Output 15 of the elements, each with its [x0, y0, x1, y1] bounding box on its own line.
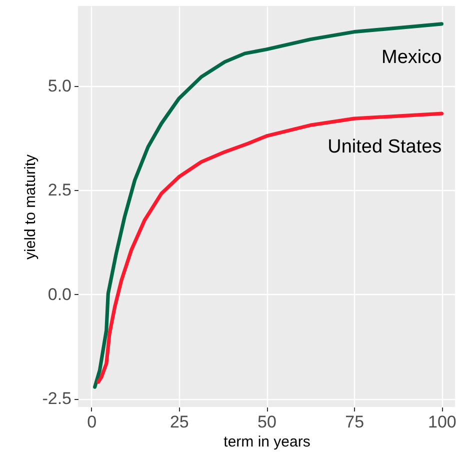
x-tick-label: 50 — [258, 412, 276, 432]
x-axis-title: term in years — [224, 434, 310, 450]
y-axis-title: yield to maturity — [22, 154, 40, 260]
x-tick-label: 100 — [428, 412, 456, 432]
y-tick-label: 2.5 — [48, 180, 72, 200]
y-tick-label: 0.0 — [48, 284, 72, 304]
series-label: Mexico — [382, 46, 442, 68]
line-series — [93, 22, 444, 389]
y-tick-label: -2.5 — [42, 389, 72, 408]
y-tick-label: 5.0 — [48, 76, 72, 96]
x-tick-label: 0 — [87, 412, 97, 432]
line-series — [96, 112, 444, 384]
series-label: United States — [328, 136, 442, 158]
x-tick-label: 25 — [170, 412, 189, 432]
x-tick-label: 75 — [345, 412, 364, 432]
